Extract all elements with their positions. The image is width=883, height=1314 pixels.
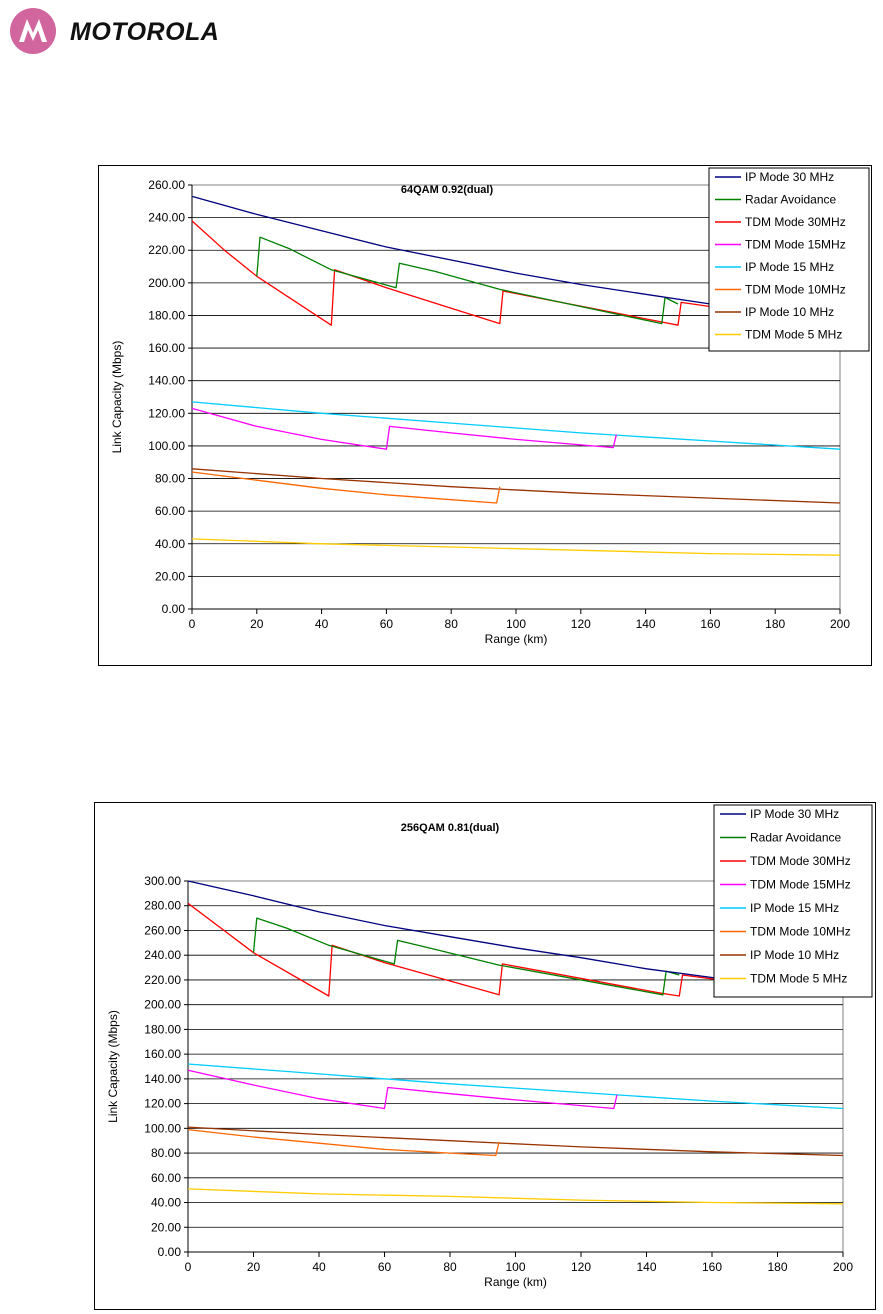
y-tick-label: 60.00 bbox=[151, 1171, 181, 1185]
x-tick-label: 180 bbox=[767, 1260, 787, 1274]
legend-label-tdm-mode-30mhz: TDM Mode 30MHz bbox=[745, 215, 846, 229]
y-tick-label: 280.00 bbox=[144, 899, 181, 913]
legend-label-tdm-mode-15mhz: TDM Mode 15MHz bbox=[745, 238, 846, 252]
x-tick-label: 80 bbox=[443, 1260, 457, 1274]
x-tick-label: 120 bbox=[571, 1260, 591, 1274]
legend-label-ip-mode-30-mhz: IP Mode 30 MHz bbox=[745, 170, 834, 184]
y-tick-label: 160.00 bbox=[144, 1047, 181, 1061]
y-tick-label: 80.00 bbox=[151, 1146, 181, 1160]
x-tick-label: 80 bbox=[445, 617, 459, 631]
legend-label-radar-avoidance: Radar Avoidance bbox=[750, 831, 842, 845]
y-tick-label: 120.00 bbox=[148, 406, 185, 420]
x-tick-label: 100 bbox=[506, 617, 526, 631]
series-line-ip-mode-15-mhz bbox=[187, 1063, 844, 1110]
x-axis-label: Range (km) bbox=[485, 632, 548, 646]
x-axis-label: Range (km) bbox=[484, 1275, 547, 1289]
y-tick-label: 0.00 bbox=[158, 1245, 182, 1259]
x-tick-label: 200 bbox=[830, 617, 850, 631]
legend-label-tdm-mode-5-mhz: TDM Mode 5 MHz bbox=[745, 328, 842, 342]
y-tick-label: 60.00 bbox=[155, 504, 185, 518]
chart-title: 64QAM 0.92(dual) bbox=[401, 184, 494, 196]
legend-label-tdm-mode-15mhz: TDM Mode 15MHz bbox=[750, 878, 851, 892]
x-tick-label: 200 bbox=[833, 1260, 853, 1274]
chart-64qam-svg: 0.00 20.00 40.00 60.00 80.00 100.00 120.00 140.… bbox=[110, 167, 870, 646]
legend-label-ip-mode-15-mhz: IP Mode 15 MHz bbox=[745, 260, 834, 274]
motorola-logo: MOTOROLA bbox=[10, 8, 260, 54]
y-tick-label: 100.00 bbox=[148, 439, 185, 453]
y-tick-label: 140.00 bbox=[148, 374, 185, 388]
legend-label-tdm-mode-30mhz: TDM Mode 30MHz bbox=[750, 854, 851, 868]
x-tick-label: 120 bbox=[571, 617, 591, 631]
x-tick-label: 20 bbox=[250, 617, 264, 631]
y-tick-label: 180.00 bbox=[148, 308, 185, 322]
series-line-tdm-mode-5-mhz bbox=[187, 1188, 844, 1205]
y-tick-label: 80.00 bbox=[155, 472, 185, 486]
x-tick-label: 160 bbox=[702, 1260, 722, 1274]
y-tick-label: 40.00 bbox=[155, 537, 185, 551]
x-tick-label: 40 bbox=[315, 617, 329, 631]
y-tick-label: 240.00 bbox=[148, 211, 185, 225]
y-tick-label: 300.00 bbox=[144, 874, 181, 888]
motorola-batwing-icon bbox=[10, 8, 56, 54]
y-tick-label: 160.00 bbox=[148, 341, 185, 355]
series-line-tdm-mode-10mhz bbox=[191, 471, 501, 504]
x-tick-label: 140 bbox=[636, 1260, 656, 1274]
x-tick-label: 60 bbox=[378, 1260, 392, 1274]
y-tick-label: 40.00 bbox=[151, 1196, 181, 1210]
series-line-tdm-mode-30mhz bbox=[187, 902, 844, 997]
legend-label-tdm-mode-5-mhz: TDM Mode 5 MHz bbox=[750, 972, 847, 986]
series-line-radar-avoidance bbox=[252, 917, 680, 996]
series-line-ip-mode-10-mhz bbox=[191, 468, 841, 504]
y-tick-label: 120.00 bbox=[144, 1097, 181, 1111]
y-tick-label: 180.00 bbox=[144, 1022, 181, 1036]
y-tick-label: 20.00 bbox=[151, 1220, 181, 1234]
x-tick-label: 0 bbox=[189, 617, 196, 631]
series-line-tdm-mode-30mhz bbox=[191, 220, 841, 326]
x-tick-label: 100 bbox=[505, 1260, 525, 1274]
y-tick-label: 200.00 bbox=[144, 998, 181, 1012]
y-tick-label: 260.00 bbox=[148, 178, 185, 192]
legend-label-ip-mode-10-mhz: IP Mode 10 MHz bbox=[750, 948, 839, 962]
chart-256qam-svg: 0.00 20.00 40.00 60.00 80.00 100.00 120.00 140.… bbox=[106, 804, 873, 1289]
legend-label-ip-mode-30-mhz: IP Mode 30 MHz bbox=[750, 807, 839, 821]
chart-title: 256QAM 0.81(dual) bbox=[401, 822, 500, 834]
y-tick-label: 260.00 bbox=[144, 923, 181, 937]
legend bbox=[708, 167, 870, 352]
y-tick-label: 20.00 bbox=[155, 569, 185, 583]
legend-label-radar-avoidance: Radar Avoidance bbox=[745, 193, 837, 207]
y-tick-label: 220.00 bbox=[144, 973, 181, 987]
y-tick-label: 140.00 bbox=[144, 1072, 181, 1086]
x-tick-label: 0 bbox=[185, 1260, 192, 1274]
y-axis-label: Link Capacity (Mbps) bbox=[110, 341, 124, 454]
x-tick-label: 160 bbox=[700, 617, 720, 631]
x-tick-label: 40 bbox=[312, 1260, 326, 1274]
legend-label-ip-mode-10-mhz: IP Mode 10 MHz bbox=[745, 305, 834, 319]
y-tick-label: 0.00 bbox=[162, 602, 186, 616]
x-tick-label: 60 bbox=[380, 617, 394, 631]
series-line-tdm-mode-5-mhz bbox=[191, 538, 841, 556]
series-line-ip-mode-10-mhz bbox=[187, 1126, 844, 1157]
series-line-ip-mode-15-mhz bbox=[191, 401, 841, 450]
y-tick-label: 200.00 bbox=[148, 276, 185, 290]
series-line-radar-avoidance bbox=[256, 236, 679, 325]
series-line-tdm-mode-10mhz bbox=[187, 1128, 500, 1157]
series-line-tdm-mode-15mhz bbox=[187, 1069, 618, 1110]
legend-label-tdm-mode-10mhz: TDM Mode 10MHz bbox=[750, 925, 851, 939]
series-line-tdm-mode-15mhz bbox=[191, 407, 618, 450]
x-tick-label: 180 bbox=[765, 617, 785, 631]
y-tick-label: 220.00 bbox=[148, 243, 185, 257]
chart-64qam: 0.00 20.00 40.00 60.00 80.00 100.00 120.00 140.… bbox=[98, 165, 872, 666]
legend-label-tdm-mode-10mhz: TDM Mode 10MHz bbox=[745, 283, 846, 297]
chart-256qam: 0.00 20.00 40.00 60.00 80.00 100.00 120.00 140.… bbox=[94, 802, 876, 1310]
x-tick-label: 140 bbox=[636, 617, 656, 631]
y-tick-label: 100.00 bbox=[144, 1121, 181, 1135]
y-tick-label: 240.00 bbox=[144, 948, 181, 962]
y-axis-label: Link Capacity (Mbps) bbox=[106, 1010, 120, 1123]
x-tick-label: 20 bbox=[247, 1260, 261, 1274]
legend-label-ip-mode-15-mhz: IP Mode 15 MHz bbox=[750, 901, 839, 915]
logo-wordmark: MOTOROLA bbox=[70, 18, 220, 46]
